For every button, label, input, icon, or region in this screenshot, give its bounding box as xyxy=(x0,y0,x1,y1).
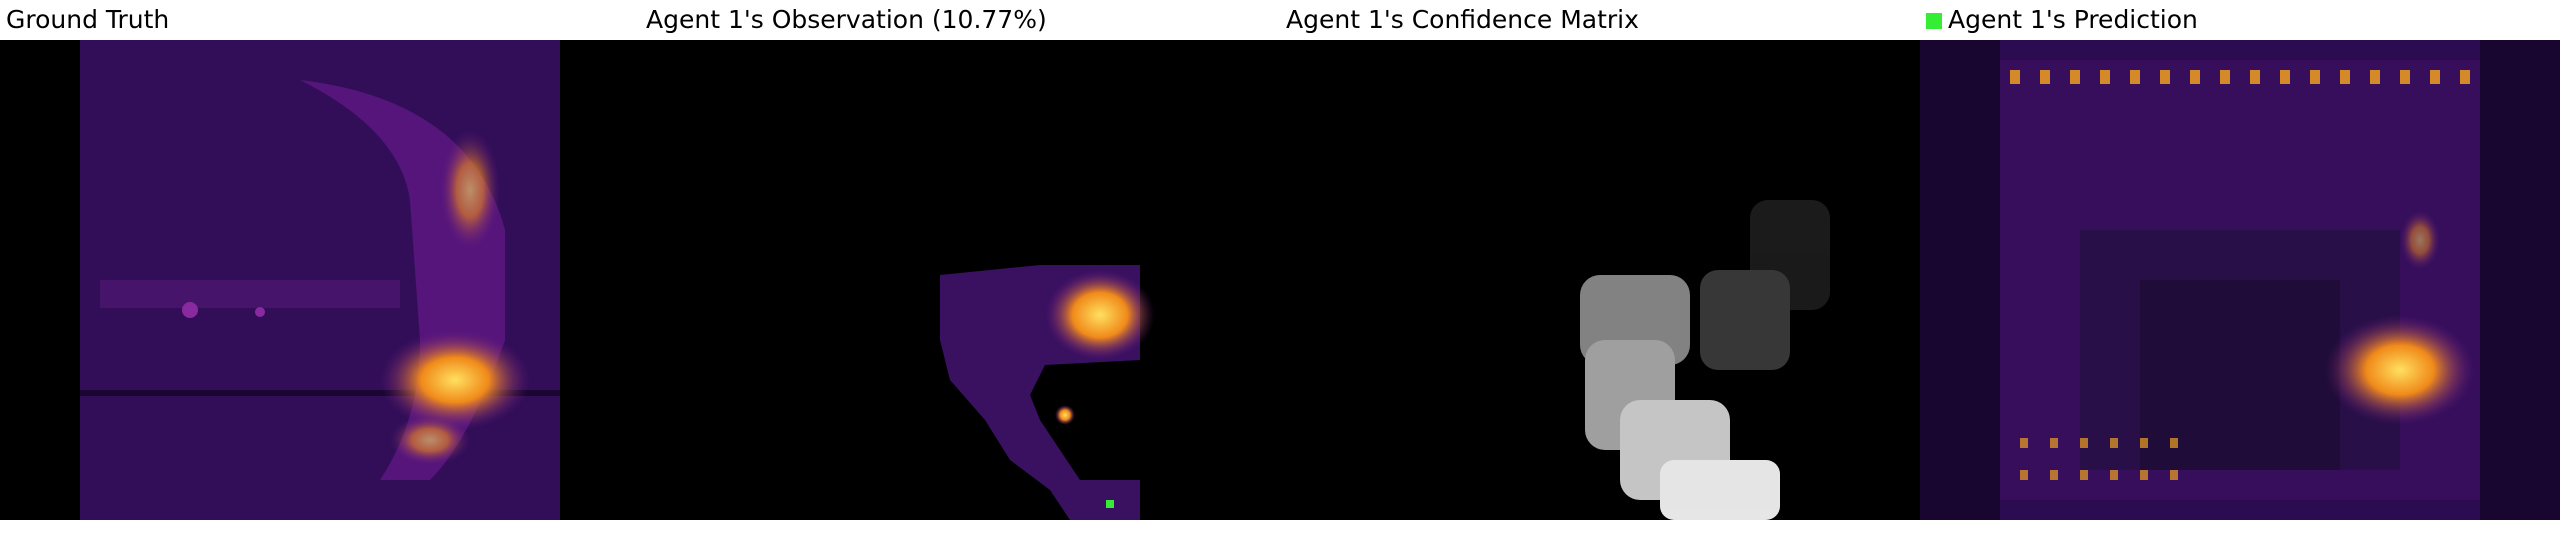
ground-truth-title: Ground Truth xyxy=(6,2,169,38)
observation-title: Agent 1's Observation (10.77%) xyxy=(646,2,1047,38)
observation-image xyxy=(940,265,1155,520)
agent-legend-swatch xyxy=(1926,13,1942,29)
ground-truth-panel xyxy=(0,40,640,520)
ground-truth-title-text: Ground Truth xyxy=(6,5,170,34)
prediction-title-text: Agent 1's Prediction xyxy=(1948,5,2198,34)
confidence-matrix-image xyxy=(1580,200,1830,520)
confidence-title-text: Agent 1's Confidence Matrix xyxy=(1286,5,1639,34)
confidence-panel xyxy=(1280,40,1920,520)
observation-title-text: Agent 1's Observation (10.77%) xyxy=(646,5,1047,34)
agent-position-marker xyxy=(1106,500,1114,508)
prediction-image xyxy=(1920,40,2560,520)
confidence-title: Agent 1's Confidence Matrix xyxy=(1286,2,1639,38)
prediction-title: Agent 1's Prediction xyxy=(1926,2,2198,38)
prediction-panel xyxy=(1920,40,2560,520)
observation-panel xyxy=(640,40,1280,520)
ground-truth-image xyxy=(0,40,640,520)
